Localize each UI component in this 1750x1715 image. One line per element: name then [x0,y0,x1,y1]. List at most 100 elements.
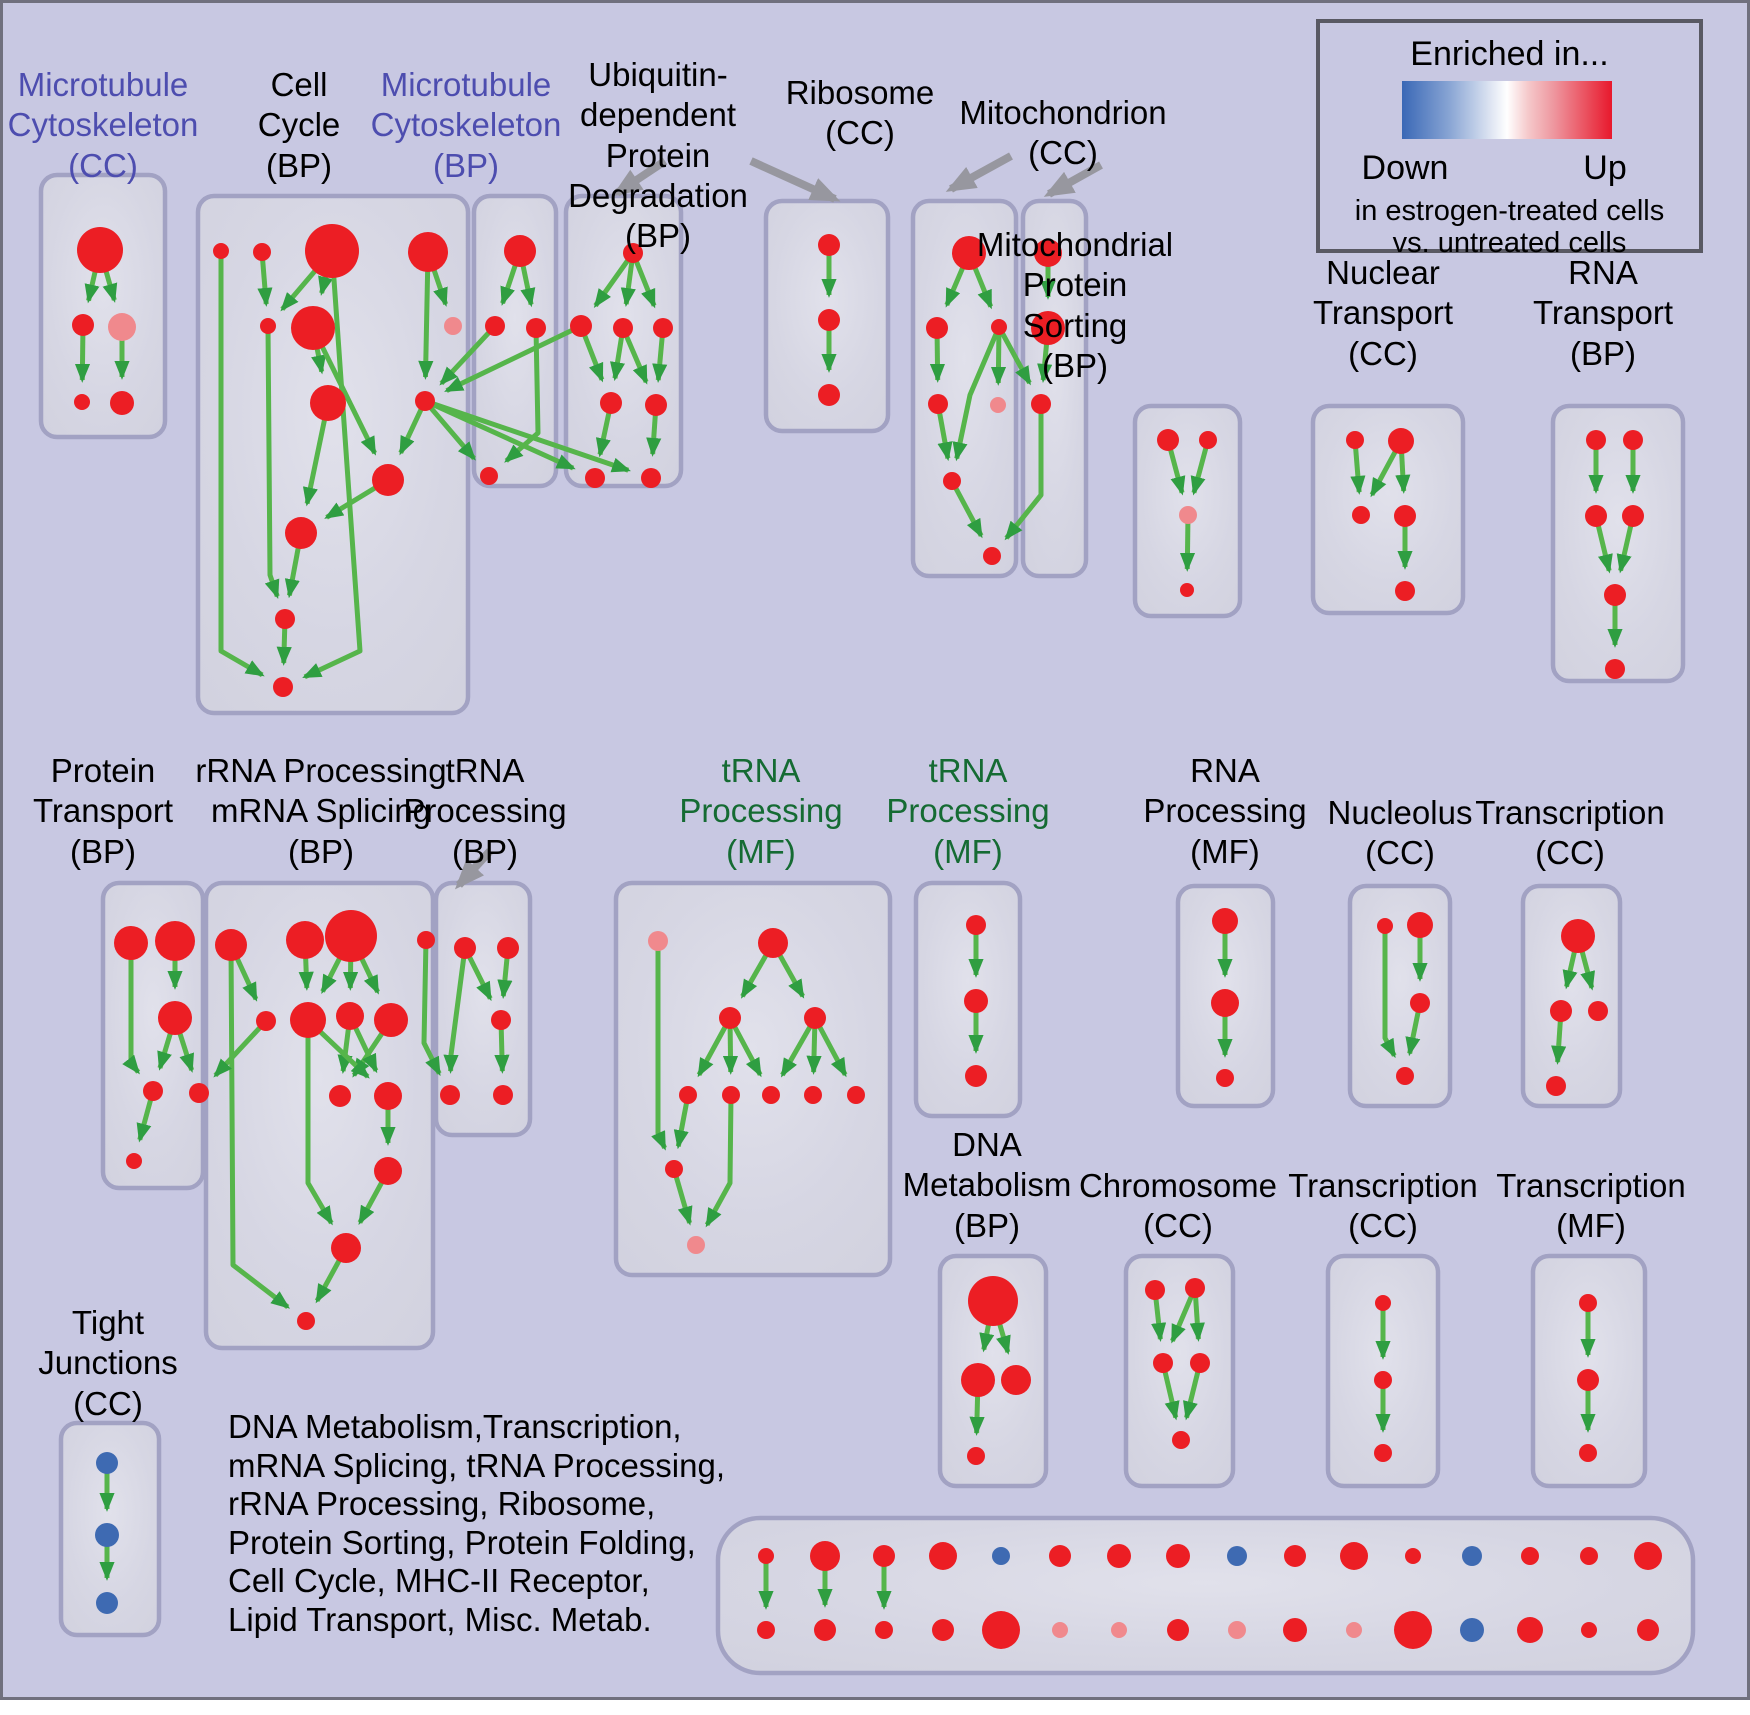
dna-metabolism-bp-node-3 [967,1447,985,1465]
misc-clusters-note: DNA Metabolism,Transcription, mRNA Splic… [228,1408,726,1639]
rna-processing-mf-node-1 [1211,989,1239,1017]
microtubule-cytoskeleton-bp-node-2 [526,318,546,338]
rrna-processing-mrna-splicing-bp-node-6 [336,1002,364,1030]
rna-processing-mf-label: RNA Processing (MF) [1143,752,1307,870]
ubiquitin-degradation-1-node-2 [613,318,633,338]
mitochondrion-cc-node-1 [1031,311,1065,345]
nuclear-transport-cc-label: Nuclear Transport (CC) [1313,254,1453,372]
misc-clusters-node-1 [810,1541,840,1571]
cell-cycle-bp-node-12 [273,677,293,697]
chromosome-cc-node-4 [1172,1431,1190,1449]
ribosome-cc-edge-3 [990,326,1007,386]
nucleolus-cc-label: Nucleolus (CC) [1327,794,1473,872]
nucleolus-cc-node-2 [1410,993,1430,1013]
cell-cycle-bp-node-10 [285,517,317,549]
rrna-processing-mrna-splicing-bp-node-5 [290,1002,326,1038]
legend-down-label: Down [1361,149,1449,187]
cell-cycle-bp-node-9 [372,464,404,496]
nuclear-transport-cc-node-0 [1346,431,1364,449]
rrna-processing-mrna-splicing-bp-node-4 [256,1011,276,1031]
misc-clusters-node-30 [1581,1622,1597,1638]
ubiquitin-degradation-2-node-0 [818,234,840,256]
ribosome-cc-edge-4 [952,326,1002,462]
ribosome-cc-node-2 [991,319,1007,335]
transcription-cc-bottom-node-1 [1374,1371,1392,1389]
transcription-cc-mid-node-2 [1588,1001,1608,1021]
cross-edge-7 [421,939,442,1077]
transcription-cc-mid-node-3 [1546,1076,1566,1096]
misc-clusters-node-2 [873,1545,895,1567]
cell-cycle-bp-node-2 [305,224,359,278]
misc-clusters-node-3 [929,1542,957,1570]
dna-metabolism-bp-node-1 [961,1363,995,1397]
transcription-cc-bottom-label: Transcription (CC) [1288,1167,1478,1245]
microtubule-cytoskeleton-cc-node-4 [110,391,134,415]
misc-clusters-node-17 [814,1619,836,1641]
dna-metabolism-bp-box [937,1253,1049,1489]
microtubule-cytoskeleton-cc-node-3 [74,394,90,410]
misc-clusters-node-5 [1049,1545,1071,1567]
trna-processing-mf-large-node-9 [665,1160,683,1178]
cell-cycle-bp-node-1 [253,243,271,261]
nuclear-transport-cc-node-4 [1395,581,1415,601]
rrna-processing-mrna-splicing-bp-node-1 [286,921,324,959]
rna-transport-bp-node-0 [1586,430,1606,450]
microtubule-cytoskeleton-cc-node-1 [72,314,94,336]
ribosome-cc-node-5 [943,472,961,490]
misc-clusters-node-11 [1405,1548,1421,1564]
microtubule-cytoskeleton-cc-node-0 [77,227,123,273]
nucleolus-cc-node-3 [1396,1067,1414,1085]
misc-clusters-box [715,1515,1696,1676]
trna-processing-bp-edge-2 [443,947,468,1074]
rna-processing-mf-node-2 [1216,1069,1234,1087]
dna-metabolism-bp-label: DNA Metabolism (BP) [902,1126,1072,1244]
ubiquitin-protein-degradation-bp-label: Ubiquitin- dependent Protein Degradation… [568,56,748,254]
legend-context-line2: vs. untreated cells [1392,227,1627,259]
trna-processing-mf-large-node-6 [762,1086,780,1104]
rrna-processing-mrna-splicing-bp-node-8 [329,1085,351,1107]
rna-transport-bp-node-3 [1622,505,1644,527]
trna-processing-mf-large-node-4 [679,1086,697,1104]
cell-cycle-bp-node-4 [260,318,276,334]
trna-processing-mf-large-node-7 [804,1086,822,1104]
misc-clusters-node-9 [1284,1545,1306,1567]
ribosome-cc-node-4 [990,397,1006,413]
misc-clusters-node-29 [1517,1617,1543,1643]
ubiquitin-degradation-1-node-7 [641,468,661,488]
misc-clusters-node-19 [932,1619,954,1641]
misc-clusters-node-0 [758,1548,774,1564]
rrna-processing-mrna-splicing-bp-node-9 [374,1082,402,1110]
microtubule-cytoskeleton-bp-node-1 [485,316,505,336]
chromosome-cc-node-0 [1145,1280,1165,1300]
ubiquitin-degradation-1-node-3 [653,318,673,338]
rrna-processing-mrna-splicing-bp-node-7 [374,1003,408,1037]
trna-processing-mf-large-node-3 [804,1007,826,1029]
chromosome-cc-node-3 [1190,1353,1210,1373]
ubiquitin-label-arrow-right [749,157,841,203]
trna-processing-mf-large-node-0 [648,931,668,951]
mitochondrion-cc-node-0 [1034,239,1062,267]
transcription-cc-bottom-node-2 [1374,1444,1392,1462]
ribosome-cc-edge-6 [949,479,984,539]
cell-cycle-bp-node-3 [408,232,448,272]
rrna-processing-mrna-splicing-bp-box [203,880,436,1351]
trna-processing-bp-node-0 [454,937,476,959]
misc-clusters-node-22 [1111,1622,1127,1638]
trna-processing-mf-large-box [613,880,893,1278]
misc-clusters-node-24 [1228,1621,1246,1639]
cell-cycle-bp-node-5 [291,306,335,350]
protein-transport-bp-label: Protein Transport (BP) [33,752,173,870]
cell-cycle-bp-edge-0 [218,251,265,678]
misc-clusters-node-7 [1166,1544,1190,1568]
transcription-mf-node-0 [1579,1294,1597,1312]
cell-cycle-bp-node-8 [415,391,435,411]
microtubule-cytoskeleton-bp-label: Microtubule Cytoskeleton (BP) [370,66,562,184]
chromosome-cc-label: Chromosome (CC) [1078,1167,1278,1245]
tight-junctions-cc-node-0 [96,1452,118,1474]
protein-transport-bp-edge-0 [122,943,141,1075]
ubiquitin-degradation-2-node-2 [818,384,840,406]
misc-clusters-node-14 [1580,1547,1598,1565]
cross-edge-6 [1004,404,1044,541]
tight-junctions-cc-node-1 [95,1523,119,1547]
